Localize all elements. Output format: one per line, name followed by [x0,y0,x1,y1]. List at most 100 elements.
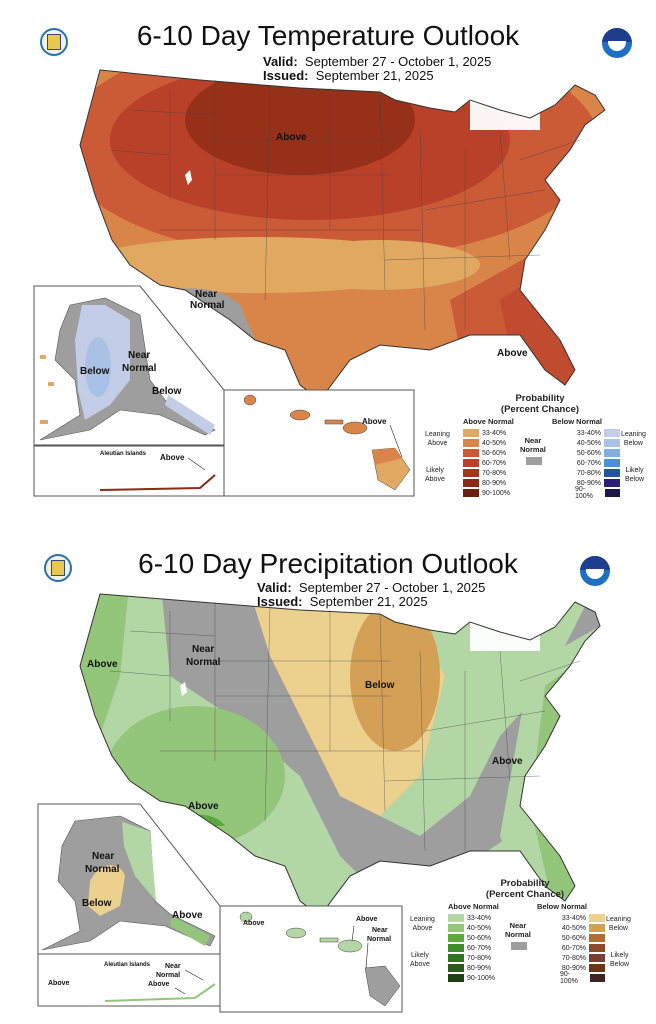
legend-range-label: 33-40% [561,914,586,922]
legend-leaning-above: Leaning Above [410,916,435,932]
legend-title: Probability (Percent Chance) [485,878,565,900]
label-conus-above: Above [276,132,307,143]
legend-below-row: 90-100% [575,486,620,500]
label-alaska-below: Below [82,898,112,909]
legend-swatch [448,954,464,962]
valid-dates: Valid: September 27 - October 1, 2025 [257,580,486,595]
legend-range-label: 60-70% [561,944,586,952]
legend-range-label: 60-70% [482,459,507,467]
legend-range-label: 70-80% [467,954,492,962]
legend-above-row: 80-90% [463,478,506,488]
legend-swatch [448,964,464,972]
legend-below-row: 80-90% [560,963,605,973]
temperature-outlook-panel: Above Near Normal Above Below Near Norma… [33,20,646,500]
legend-range-label: 90-100% [560,971,578,985]
precipitation-map: Above Near Normal Below Above Above Near… [37,593,601,1013]
legend-range-label: 33-40% [467,914,492,922]
legend-likely-below: Likely Below [610,952,630,968]
label-alaska-near-2: Normal [85,864,120,875]
legend-above-row: 90-100% [463,488,510,498]
page-title: 6-10 Day Precipitation Outlook [138,548,518,579]
legend-title: Probability (Percent Chance) [500,393,580,415]
legend-range-label: 50-60% [482,449,507,457]
label-midwest-below: Below [365,680,395,691]
legend-below-row: 40-50% [560,923,605,933]
legend-range-label: 80-90% [467,964,492,972]
valid-dates: Valid: September 27 - October 1, 2025 [263,54,492,69]
legend-above-row: 40-50% [463,438,506,448]
legend-above-row: 33-40% [448,913,491,923]
label-alaska-se-above: Above [172,910,203,921]
legend-swatch [448,944,464,952]
precipitation-outlook-panel: Above Near Normal Below Above Above Near… [0,536,656,1024]
label-near-normal-2: Normal [190,300,225,311]
legend-above-row: 50-60% [463,448,506,458]
legend-swatch [604,439,620,447]
legend-swatch [589,974,605,982]
label-hawaii-near-2: Normal [367,936,391,943]
label-aleutian-east-above: Above [148,981,170,988]
legend-swatch [448,924,464,932]
legend-near-swatch [526,457,542,465]
legend-above-header: Above Normal [463,417,514,426]
legend-swatch [604,459,620,467]
legend-swatch [463,459,479,467]
legend-near-normal: Near Normal [505,921,531,939]
legend-leaning-below: Leaning Below [606,916,631,932]
label-aleutian-title: Aleutian Islands [100,451,147,457]
legend-swatch [448,974,464,982]
legend-leaning-above: Leaning Above [425,431,450,447]
label-hawaii-maui-above: Above [356,916,378,923]
issued-date: Issued: September 21, 2025 [263,68,434,83]
label-alaska-near-1: Near [92,851,114,862]
legend-swatch [463,489,479,497]
label-east-above: Above [492,756,523,767]
alaska-inset [33,285,225,497]
legend-likely-above: Likely Above [410,952,430,968]
legend-swatch [604,479,620,487]
legend-swatch [463,429,479,437]
label-alaska-below: Below [80,366,110,377]
noaa-logo-icon [580,556,610,586]
legend-below-row: 60-70% [560,943,605,953]
legend-swatch [448,914,464,922]
label-aleutian-above: Above [160,453,185,462]
legend-swatch [448,934,464,942]
legend-swatch [463,449,479,457]
legend-below-row: 90-100% [560,971,605,985]
label-alaska-near-2: Normal [122,363,157,374]
legend-swatch [589,914,605,922]
legend-likely-above: Likely Above [425,467,445,483]
legend-above-row: 70-80% [463,468,506,478]
legend-swatch [463,469,479,477]
legend-below-row: 33-40% [575,428,620,438]
legend-swatch [589,944,605,952]
label-aleutian-near-1: Near [165,963,181,970]
legend-swatch [604,449,620,457]
legend-below-row: 80-90% [575,478,620,488]
legend-range-label: 60-70% [576,459,601,467]
legend-below-row: 60-70% [575,458,620,468]
legend-below-row: 70-80% [560,953,605,963]
label-northwest-above: Above [87,659,118,670]
legend-below-row: 33-40% [560,913,605,923]
legend-above-row: 90-100% [448,973,495,983]
legend-swatch [463,439,479,447]
legend-range-label: 90-100% [575,486,593,500]
legend-above-row: 80-90% [448,963,491,973]
legend-range-label: 90-100% [467,974,496,982]
legend-range-label: 40-50% [467,924,492,932]
label-alaska-se-below: Below [152,386,182,397]
legend-range-label: 70-80% [561,954,586,962]
state-borders [109,602,581,852]
legend-range-label: 70-80% [576,469,601,477]
page-title: 6-10 Day Temperature Outlook [136,20,520,51]
legend-near-swatch [511,942,527,950]
legend-range-label: 50-60% [561,934,586,942]
legend-above-row: 70-80% [448,953,491,963]
legend-above-row: 50-60% [448,933,491,943]
legend-leaning-below: Leaning Below [621,431,646,447]
legend-below-row: 40-50% [575,438,620,448]
legend-range-label: 33-40% [576,429,601,437]
label-aleutian-near-2: Normal [156,972,180,979]
